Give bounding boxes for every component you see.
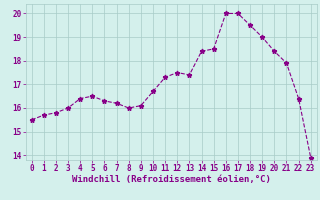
X-axis label: Windchill (Refroidissement éolien,°C): Windchill (Refroidissement éolien,°C) [72, 175, 271, 184]
